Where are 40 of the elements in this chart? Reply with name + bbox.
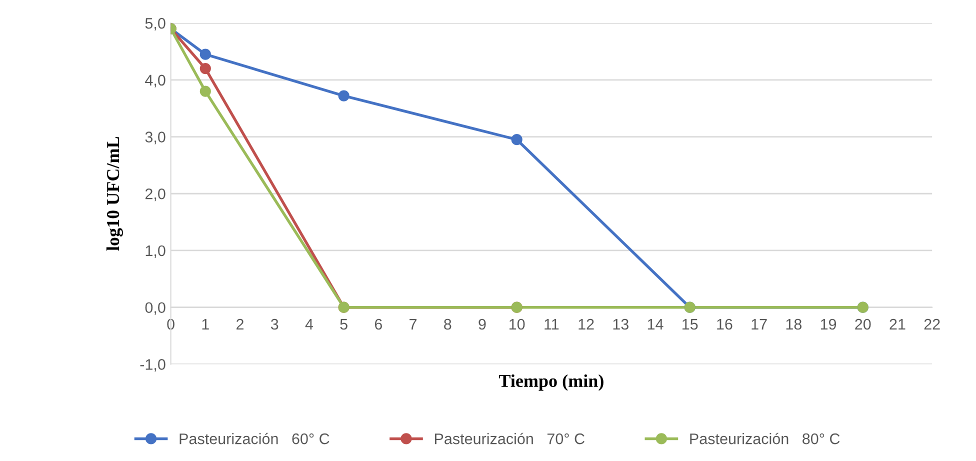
point (200, 62, 211, 74)
legend-label: Pasteurización 80° C (690, 432, 840, 444)
y-axis-title: log10 UFC/mL (106, 136, 123, 251)
x-axis-title: Tiempo (min) (498, 374, 604, 391)
x-tick-label: 4 (305, 319, 314, 330)
x-tick-label: 17 (752, 319, 767, 330)
y-tick-label: 1,0 (146, 245, 166, 258)
x-tick-label: 2 (236, 318, 244, 330)
legend-label: Pasteurización 60° C (180, 432, 330, 444)
y-tick-label: 4,0 (145, 74, 166, 88)
x-tick-label: 3 (270, 318, 278, 330)
y-tick-label: -1,0 (140, 359, 166, 372)
point (200, 48, 211, 60)
y-tick-label: 0,0 (145, 302, 166, 315)
x-tick-label: 9 (478, 318, 486, 330)
x-tick-label: 15 (682, 319, 698, 330)
y-tick-label: 3,0 (145, 132, 166, 144)
x-tick-label: 22 (924, 318, 940, 330)
x-tick-label: 0 (167, 318, 174, 330)
y-tick-label: 2,0 (145, 188, 166, 202)
x-tick-label: 16 (717, 318, 732, 330)
legend-label: Pasteurización 70° C (434, 432, 584, 444)
x-tick-label: 19 (820, 318, 836, 330)
y-tick-label: 5,0 (145, 18, 166, 31)
x-tick-label: 10 (510, 318, 525, 330)
point (511, 134, 522, 146)
x-tick-label: 13 (613, 318, 628, 330)
x-tick-label: 21 (890, 318, 906, 330)
x-tick-label: 14 (648, 319, 664, 330)
x-tick-label: 20 (855, 318, 871, 330)
x-tick-label: 11 (544, 319, 559, 330)
x-tick-label: 6 (374, 318, 382, 330)
x-tick-label: 7 (410, 319, 417, 330)
x-tick-label: 18 (786, 318, 802, 330)
point (200, 86, 211, 97)
x-tick-label: 8 (444, 318, 452, 330)
x-tick-label: 1 (202, 319, 209, 330)
x-tick-label: 12 (578, 318, 594, 330)
point (338, 90, 350, 102)
x-tick-label: 5 (340, 319, 348, 330)
